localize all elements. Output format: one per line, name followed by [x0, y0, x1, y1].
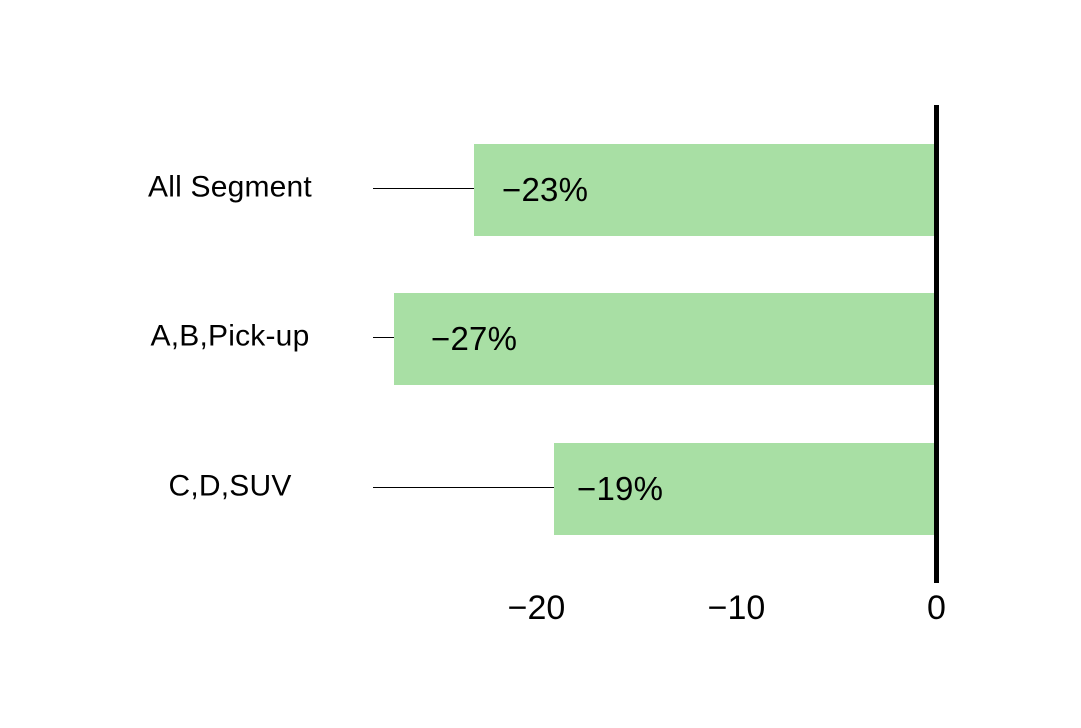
bar: −19%: [554, 443, 934, 535]
x-tick-label: 0: [927, 589, 946, 627]
bar-value-label: −23%: [502, 171, 589, 208]
leader-line: [373, 188, 474, 189]
leader-line: [373, 337, 394, 338]
category-label: All Segment: [148, 170, 312, 204]
x-tick-label: −20: [507, 589, 566, 627]
bar-value-label: −19%: [577, 470, 664, 507]
bar: −23%: [474, 144, 934, 236]
zero-axis-line: [934, 105, 939, 583]
category-label: A,B,Pick-up: [150, 319, 310, 353]
category-label: C,D,SUV: [168, 469, 292, 503]
bar: −27%: [394, 293, 934, 385]
bar-value-label: −27%: [431, 320, 518, 357]
leader-line: [373, 487, 554, 488]
x-tick-label: −10: [707, 589, 766, 627]
